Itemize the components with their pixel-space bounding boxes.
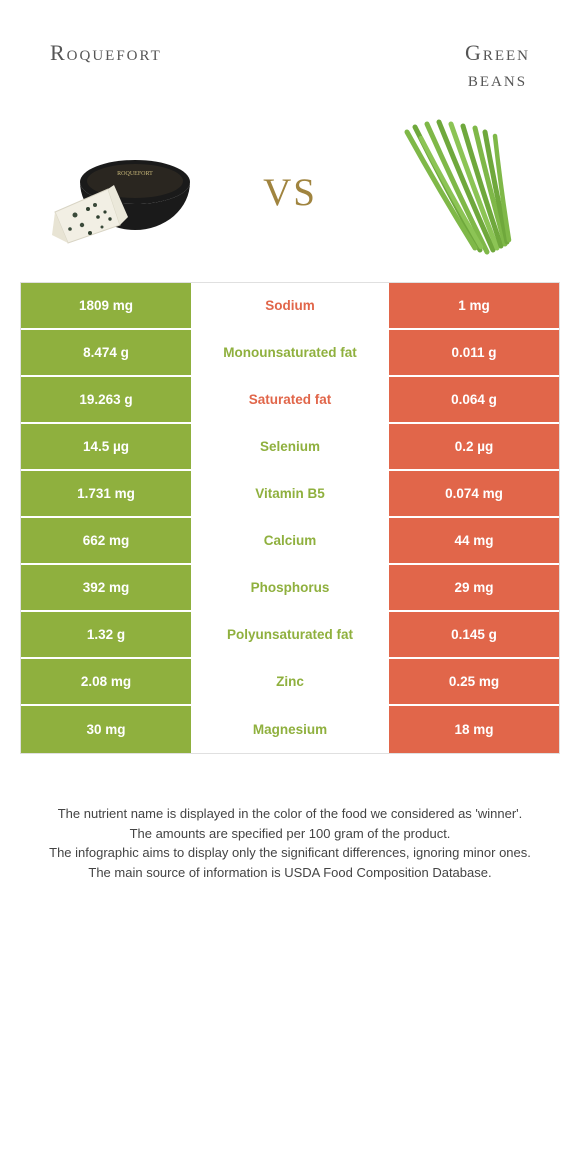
footer-notes: The nutrient name is displayed in the co… bbox=[0, 754, 580, 882]
cheese-icon: ROQUEFORT bbox=[40, 117, 200, 257]
footer-line-3: The infographic aims to display only the… bbox=[30, 843, 550, 863]
footer-line-2: The amounts are specified per 100 gram o… bbox=[30, 824, 550, 844]
table-row: 14.5 µgSelenium0.2 µg bbox=[21, 424, 559, 471]
right-value: 0.064 g bbox=[389, 377, 559, 422]
nutrient-label: Magnesium bbox=[191, 706, 389, 753]
images-row: ROQUEFORT vs bbox=[0, 102, 580, 272]
nutrient-label: Phosphorus bbox=[191, 565, 389, 610]
left-value: 2.08 mg bbox=[21, 659, 191, 704]
roquefort-image: ROQUEFORT bbox=[40, 112, 200, 262]
right-value: 29 mg bbox=[389, 565, 559, 610]
right-food-title-line2: beans bbox=[468, 66, 527, 91]
nutrient-label: Polyunsaturated fat bbox=[191, 612, 389, 657]
right-food-title: Green beans bbox=[465, 40, 530, 92]
footer-line-1: The nutrient name is displayed in the co… bbox=[30, 804, 550, 824]
nutrient-label: Sodium bbox=[191, 283, 389, 328]
left-value: 8.474 g bbox=[21, 330, 191, 375]
table-row: 1.731 mgVitamin B50.074 mg bbox=[21, 471, 559, 518]
nutrient-label: Vitamin B5 bbox=[191, 471, 389, 516]
right-value: 1 mg bbox=[389, 283, 559, 328]
right-value: 0.074 mg bbox=[389, 471, 559, 516]
left-value: 19.263 g bbox=[21, 377, 191, 422]
beans-icon bbox=[385, 112, 535, 262]
table-row: 392 mgPhosphorus29 mg bbox=[21, 565, 559, 612]
left-value: 1809 mg bbox=[21, 283, 191, 328]
right-value: 0.25 mg bbox=[389, 659, 559, 704]
nutrient-table: 1809 mgSodium1 mg8.474 gMonounsaturated … bbox=[20, 282, 560, 754]
green-beans-image bbox=[380, 112, 540, 262]
nutrient-label: Zinc bbox=[191, 659, 389, 704]
table-row: 19.263 gSaturated fat0.064 g bbox=[21, 377, 559, 424]
right-value: 0.011 g bbox=[389, 330, 559, 375]
right-value: 0.145 g bbox=[389, 612, 559, 657]
header: Roquefort Green beans bbox=[0, 0, 580, 102]
left-value: 662 mg bbox=[21, 518, 191, 563]
left-value: 14.5 µg bbox=[21, 424, 191, 469]
nutrient-label: Calcium bbox=[191, 518, 389, 563]
table-row: 1.32 gPolyunsaturated fat0.145 g bbox=[21, 612, 559, 659]
nutrient-label: Saturated fat bbox=[191, 377, 389, 422]
left-value: 1.731 mg bbox=[21, 471, 191, 516]
right-value: 44 mg bbox=[389, 518, 559, 563]
left-value: 30 mg bbox=[21, 706, 191, 753]
right-value: 0.2 µg bbox=[389, 424, 559, 469]
table-row: 8.474 gMonounsaturated fat0.011 g bbox=[21, 330, 559, 377]
left-food-title: Roquefort bbox=[50, 40, 162, 66]
table-row: 1809 mgSodium1 mg bbox=[21, 283, 559, 330]
svg-text:ROQUEFORT: ROQUEFORT bbox=[117, 171, 153, 177]
table-row: 662 mgCalcium44 mg bbox=[21, 518, 559, 565]
table-row: 2.08 mgZinc0.25 mg bbox=[21, 659, 559, 706]
left-value: 392 mg bbox=[21, 565, 191, 610]
vs-label: vs bbox=[263, 155, 317, 219]
nutrient-label: Selenium bbox=[191, 424, 389, 469]
right-value: 18 mg bbox=[389, 706, 559, 753]
table-row: 30 mgMagnesium18 mg bbox=[21, 706, 559, 753]
footer-line-4: The main source of information is USDA F… bbox=[30, 863, 550, 883]
nutrient-label: Monounsaturated fat bbox=[191, 330, 389, 375]
left-value: 1.32 g bbox=[21, 612, 191, 657]
right-food-title-line1: Green bbox=[465, 40, 530, 65]
